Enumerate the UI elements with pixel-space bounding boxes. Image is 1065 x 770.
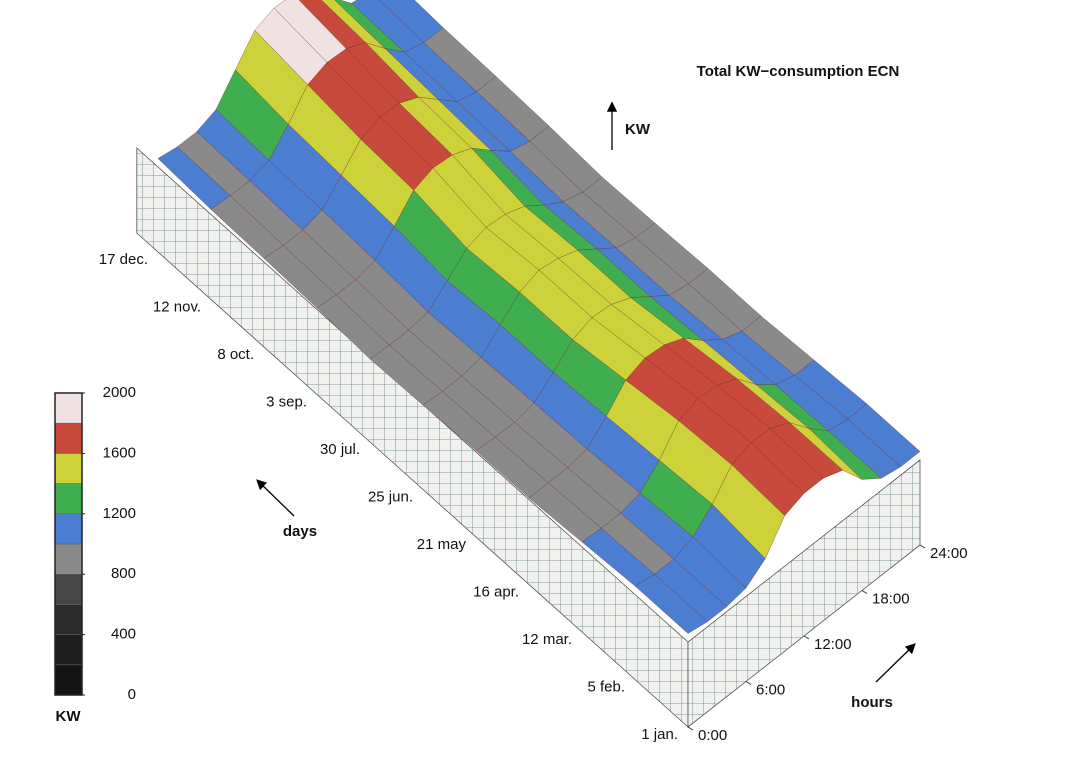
y-tick-label: 8 oct. [217,346,254,363]
y-tick-label: 1 jan. [641,726,678,743]
colorbar-band [54,634,83,666]
colorbar-band [54,513,83,545]
y-tick-label: 5 feb. [587,678,625,695]
colorbar-tick-label: 800 [111,565,136,582]
x-tick-mark [687,726,694,731]
x-tick-label: 0:00 [698,727,727,744]
colorbar-tick-label: 1600 [103,444,136,461]
x-tick-mark [803,635,810,640]
colorbar-band [54,392,83,424]
colorbar-band [54,604,83,635]
y-tick-label: 16 apr. [473,583,519,600]
y-tick-label: 17 dec. [99,251,148,268]
y-tick-label: 25 jun. [368,488,413,505]
x-tick-mark [745,681,752,685]
y-axis-arrow [256,479,295,517]
colorbar-tick-label: 400 [111,626,136,643]
colorbar-band [54,453,83,484]
colorbar-band [54,422,83,454]
x-axis-arrow [875,643,916,683]
z-axis-label: KW [625,121,651,138]
colorbar-band [54,664,83,696]
y-tick-label: 30 jul. [320,441,360,458]
x-axis-label: hours [851,694,893,711]
box-front-face [687,459,921,728]
x-tick-label: 6:00 [756,681,785,698]
surface [157,0,921,634]
y-tick-label: 21 may [417,536,467,553]
chart-title: Total KW−consumption ECN [697,63,900,80]
colorbar-tick-label: 2000 [103,384,136,401]
y-tick-label: 12 nov. [153,298,201,315]
surface-cell [634,573,708,634]
colorbar-frame [54,392,83,696]
x-tick-label: 12:00 [814,636,852,653]
colorbar-label: KW [56,708,82,725]
x-tick-mark [861,590,868,594]
surface-box [136,147,921,728]
colorbar-tick-label: 1200 [103,505,136,522]
colorbar: 0 400 800 1200 1600 2000 [54,384,136,703]
colorbar-band [54,573,83,605]
x-tick-label: 24:00 [930,545,968,562]
x-tick-mark [919,544,926,549]
x-tick-label: 18:00 [872,590,910,607]
y-tick-label: 12 mar. [522,631,572,648]
y-axis-label: days [283,523,317,540]
colorbar-band [54,483,83,515]
colorbar-tick-label: 0 [128,686,136,703]
y-tick-label: 3 sep. [266,393,307,410]
colorbar-band [54,543,83,575]
